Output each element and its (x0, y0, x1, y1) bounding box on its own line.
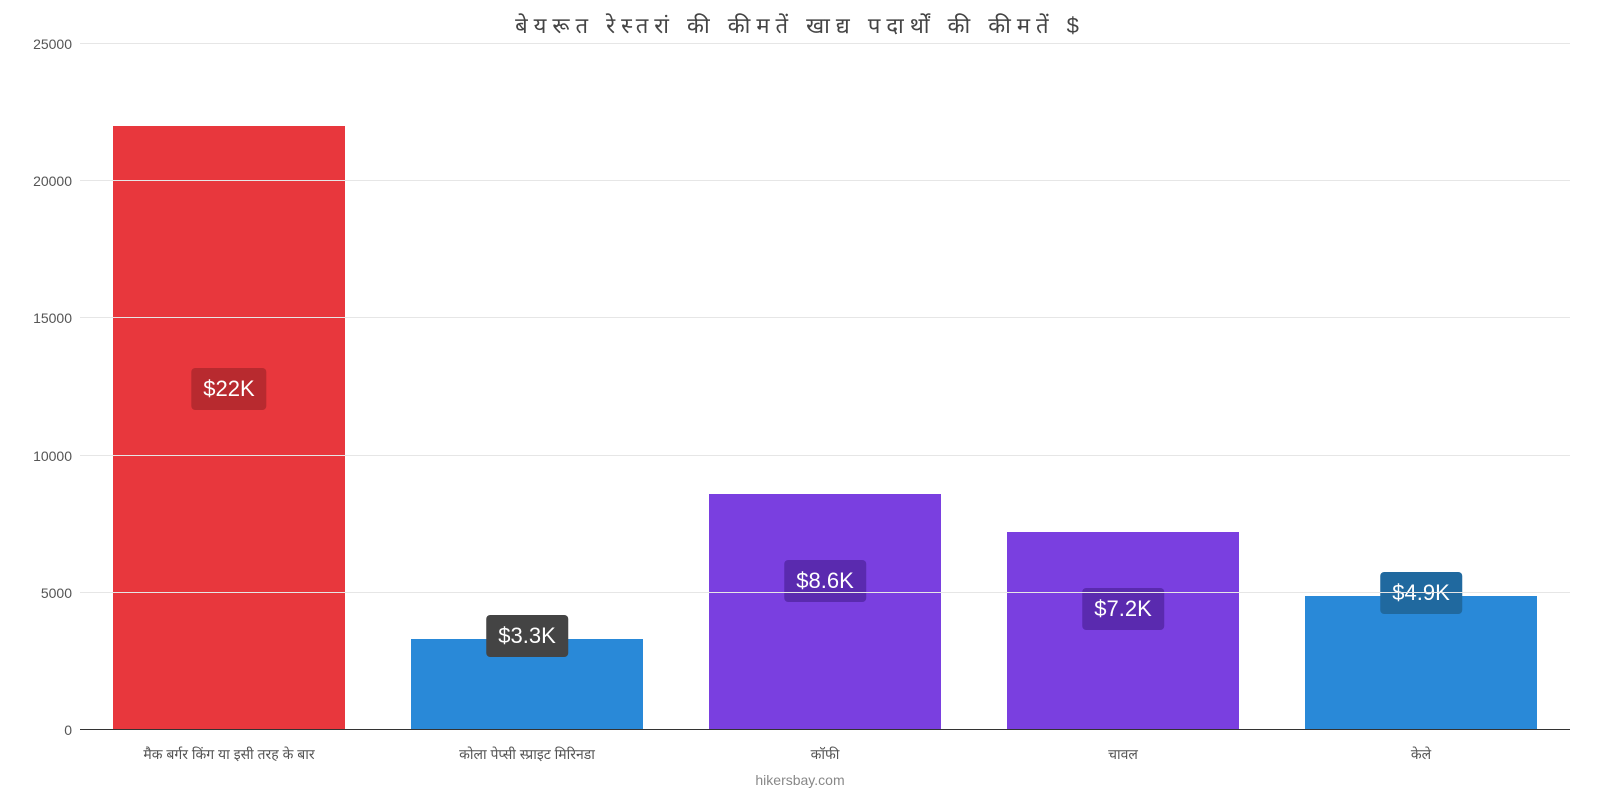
x-axis-labels: मैक बर्गर किंग या इसी तरह के बारकोला पेप… (80, 745, 1570, 764)
value-badge: $7.2K (1082, 588, 1164, 630)
y-tick-label: 5000 (41, 585, 72, 601)
y-tick-label: 15000 (33, 310, 72, 326)
gridline (80, 43, 1570, 44)
x-axis-label: मैक बर्गर किंग या इसी तरह के बार (80, 745, 378, 764)
x-axis-label: कोला पेप्सी स्प्राइट मिरिनडा (378, 745, 676, 764)
gridline (80, 592, 1570, 593)
plot-area: $22K$3.3K$8.6K$7.2K$4.9K 050001000015000… (80, 44, 1570, 730)
x-axis-label: केले (1272, 745, 1570, 764)
bar-slot: $7.2K (974, 44, 1272, 730)
y-tick-label: 10000 (33, 448, 72, 464)
bar: $8.6K (709, 494, 941, 730)
bar-slot: $8.6K (676, 44, 974, 730)
chart-container: बेयरूत रेस्तरां की कीमतें खाद्य पदार्थों… (0, 0, 1600, 800)
value-badge: $22K (191, 368, 266, 410)
bar: $22K (113, 126, 345, 730)
bar: $4.9K (1305, 596, 1537, 730)
attribution-text: hikersbay.com (0, 772, 1600, 788)
x-axis-label: चावल (974, 745, 1272, 764)
bar-slot: $4.9K (1272, 44, 1570, 730)
bar-slot: $3.3K (378, 44, 676, 730)
value-badge: $3.3K (486, 615, 568, 657)
bar: $7.2K (1007, 532, 1239, 730)
gridline (80, 455, 1570, 456)
bar-slot: $22K (80, 44, 378, 730)
y-tick-label: 0 (64, 722, 72, 738)
x-axis-label: कॉफी (676, 745, 974, 764)
y-tick-label: 25000 (33, 36, 72, 52)
y-tick-label: 20000 (33, 173, 72, 189)
value-badge: $8.6K (784, 560, 866, 602)
bar: $3.3K (411, 639, 643, 730)
gridline (80, 317, 1570, 318)
x-axis-line (80, 729, 1570, 730)
gridline (80, 180, 1570, 181)
chart-title: बेयरूत रेस्तरां की कीमतें खाद्य पदार्थों… (0, 0, 1600, 46)
bars-row: $22K $3.3K $8.6K $7.2K $4.9K (80, 44, 1570, 730)
